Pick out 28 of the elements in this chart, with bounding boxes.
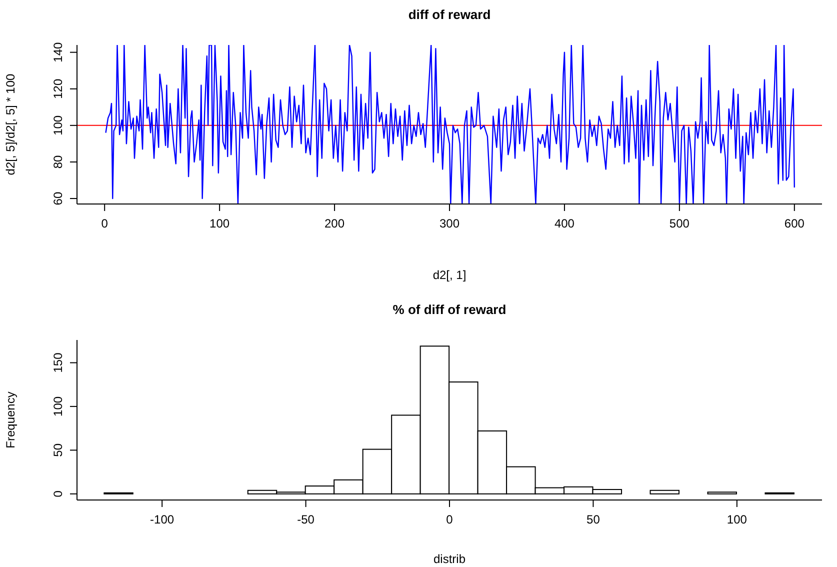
y-axis-title: Frequency (3, 392, 18, 448)
x-tick-label: 600 (784, 216, 805, 231)
y-tick-label: 60 (51, 192, 65, 206)
x-tick-label: -100 (150, 512, 174, 527)
line-series (105, 45, 796, 204)
x-tick-label: 50 (586, 512, 600, 527)
y-tick-label: 0 (51, 490, 65, 498)
y-tick-label: 50 (51, 443, 65, 457)
x-tick-label: 500 (669, 216, 690, 231)
x-tick-label: 0 (101, 216, 108, 231)
x-tick-label: 0 (446, 512, 454, 527)
x-axis-title: d2[, 1] (432, 268, 466, 282)
x-tick-label: 100 (210, 216, 230, 231)
x-axis-title: distrib (433, 552, 466, 566)
y-tick-label: 150 (51, 352, 65, 373)
y-tick-label: 100 (51, 115, 65, 136)
y-tick-label: 140 (51, 42, 65, 62)
x-tick-label: 400 (554, 216, 575, 231)
y-tick-label: 100 (51, 396, 65, 416)
x-tick-label: 300 (439, 216, 460, 231)
y-tick-label: 120 (51, 78, 65, 99)
chart-title: % of diff of reward (392, 302, 508, 317)
x-tick-label: 200 (324, 216, 345, 231)
x-tick-label: -50 (297, 512, 315, 527)
y-tick-label: 80 (51, 154, 65, 169)
x-tick-label: 100 (726, 512, 748, 527)
chart-title: diff of reward (407, 7, 492, 22)
y-axis-title: d2[, 5]/d2[, 5] * 100 (3, 73, 18, 176)
